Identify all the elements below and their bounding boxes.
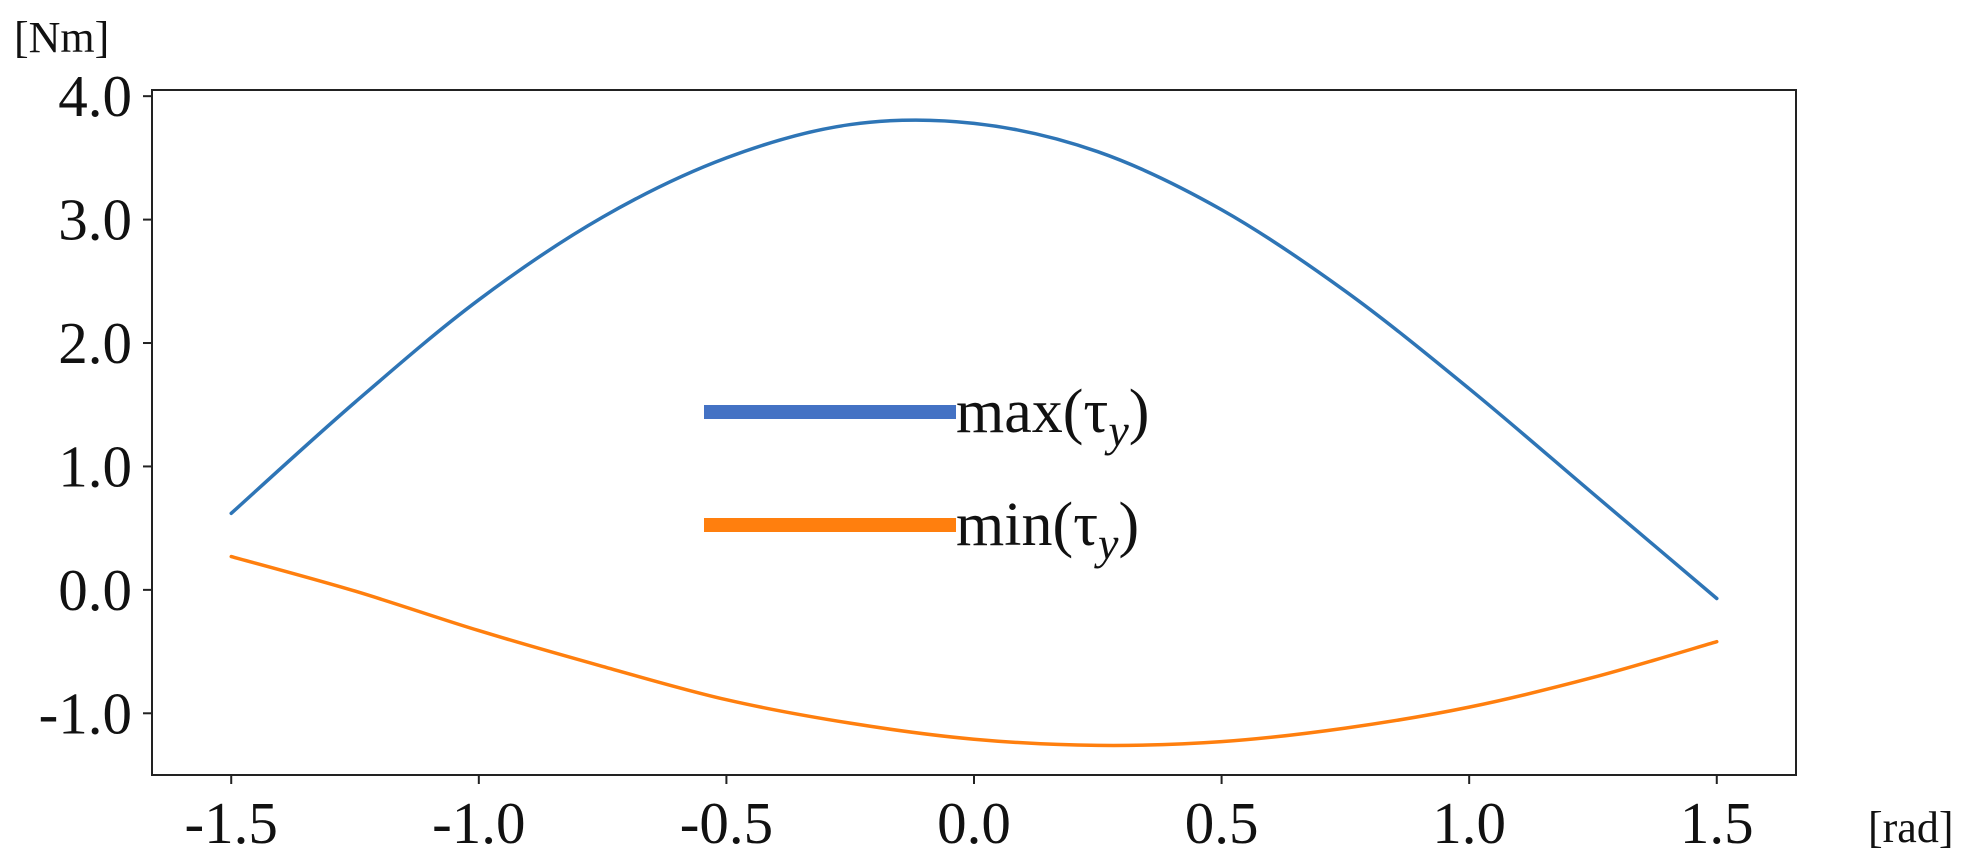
- x-axis-unit-label: [rad]: [1868, 803, 1954, 852]
- x-tick-label: -1.5: [185, 790, 278, 856]
- y-tick-label: -1.0: [39, 680, 132, 746]
- y-tick-label: 0.0: [58, 557, 132, 623]
- x-axis-ticks: -1.5 -1.0 -0.5 0.0 0.5 1.0 1.5: [185, 775, 1754, 856]
- legend-label-max: max(τy): [956, 378, 1149, 456]
- y-tick-label: 3.0: [58, 187, 132, 253]
- x-tick-label: 1.5: [1680, 790, 1754, 856]
- legend-label-min: min(τy): [956, 491, 1139, 569]
- x-tick-label: -1.0: [432, 790, 525, 856]
- y-tick-label: 1.0: [58, 433, 132, 499]
- y-axis-ticks: -1.0 0.0 1.0 2.0 3.0 4.0: [39, 63, 152, 746]
- plot-frame: [151, 89, 1797, 776]
- legend: max(τy) min(τy): [704, 378, 1149, 569]
- x-tick-label: -0.5: [680, 790, 773, 856]
- x-tick-label: 0.5: [1185, 790, 1259, 856]
- series-layer: [229, 118, 1719, 748]
- y-tick-label: 4.0: [58, 63, 132, 129]
- series-line-min: [229, 554, 1719, 748]
- x-tick-label: 0.0: [937, 790, 1011, 856]
- series-line-max: [229, 118, 1719, 601]
- y-tick-label: 2.0: [58, 310, 132, 376]
- y-axis-unit-label: [Nm]: [14, 13, 109, 62]
- x-tick-label: 1.0: [1432, 790, 1506, 856]
